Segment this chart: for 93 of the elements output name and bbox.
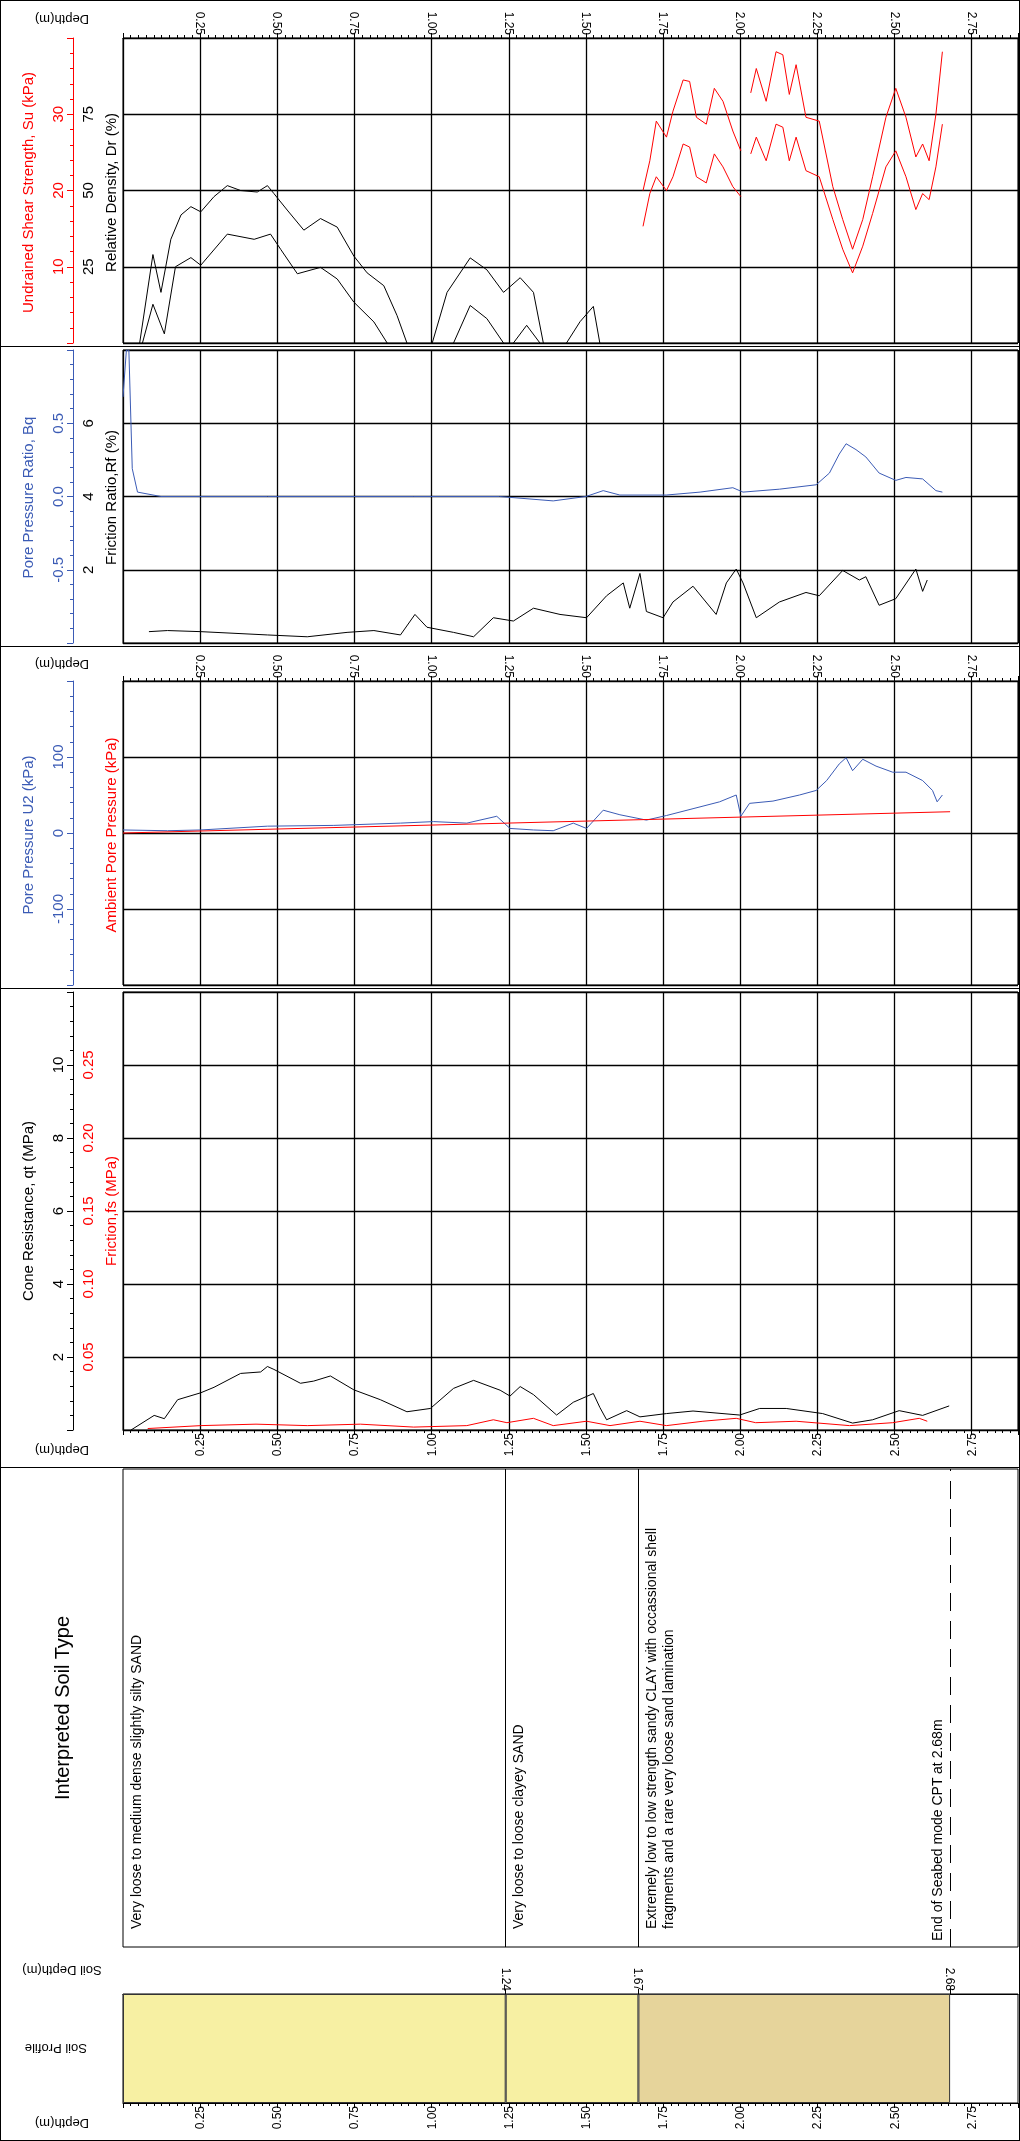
y-tick-label: 2 — [49, 1352, 66, 1362]
text: Very loose to loose clayey SAND — [510, 1724, 527, 1929]
y2-axis-title: Friction,fs (MPa) — [101, 1155, 119, 1267]
x-tick-label: 2.25 — [810, 2105, 825, 2130]
y-tick-label: 6 — [49, 1206, 66, 1216]
y-tick-label: 0 — [49, 828, 66, 838]
y2-tick-label: 20 — [49, 182, 66, 199]
line-series — [122, 757, 943, 832]
y-axis-title: Friction Ratio,Rf (%) — [101, 429, 119, 566]
x-tick-label: 2.50 — [887, 654, 902, 679]
x-tick-label: 2.50 — [887, 11, 902, 36]
y-tick-label: 10 — [49, 1056, 66, 1074]
x-tick-label: 1.75 — [656, 1432, 671, 1457]
x-axis-title: Depth(m) — [34, 2116, 90, 2131]
y-tick-label: 25 — [79, 258, 96, 276]
x-tick-label: 1.00 — [424, 654, 439, 679]
y2-tick-label: 0.25 — [79, 1050, 96, 1080]
x2-tick-label: 2.68 — [943, 1967, 958, 1992]
text: Ambient Pore Pressure (kPa) — [101, 737, 119, 933]
x-tick-label: 1.75 — [656, 654, 671, 679]
y-tick-label: 50 — [79, 182, 96, 199]
x-tick-label: 0.25 — [193, 654, 208, 679]
line-series — [147, 1417, 928, 1430]
y2-tick-label: 0.5 — [49, 412, 66, 434]
x-tick-label: 2.50 — [887, 1432, 902, 1457]
x-tick-label: 1.75 — [656, 2105, 671, 2130]
x-tick-label: 2.75 — [964, 1432, 979, 1457]
x2-axis-title: Soil Depth(m) — [22, 1962, 102, 1978]
x-tick-label: 0.75 — [347, 2105, 362, 2130]
y-tick-label: 4 — [79, 492, 96, 501]
y2-axis-title: Undrained Shear Strength, Su (kPa) — [18, 72, 36, 313]
y2-tick-label: 0.20 — [79, 1123, 96, 1153]
x-tick-label: 1.50 — [578, 2105, 593, 2130]
x-axis-title: Depth(m) — [34, 12, 90, 27]
x-tick-label: 1.25 — [501, 11, 516, 36]
x-tick-label: 1.50 — [578, 11, 593, 36]
x-tick-label: 2.75 — [964, 11, 979, 36]
y-tick-label: 2 — [79, 565, 96, 574]
y2-axis-title: Pore Pressure Ratio, Bq — [18, 416, 36, 579]
x-tick-label: 0.75 — [347, 1432, 362, 1457]
x-tick-label: 2.00 — [733, 2105, 748, 2130]
x-tick-label: 1.50 — [578, 654, 593, 679]
x-tick-label: 0.50 — [270, 2105, 285, 2130]
y2-tick-label: 0.05 — [79, 1342, 96, 1372]
x-tick-label: 1.00 — [424, 1432, 439, 1457]
y-tick-label: 75 — [79, 105, 96, 123]
x2-tick-label: 1.24 — [498, 1967, 513, 1992]
ref-line-label: End of Seabed mode CPT at 2.68m — [929, 1719, 946, 1941]
y-tick-label: 6 — [79, 419, 96, 428]
x-axis-title: Depth(m) — [34, 656, 90, 672]
y-tick-label: -100 — [49, 893, 66, 925]
line-series — [122, 349, 943, 502]
x-tick-label: 0.25 — [193, 2105, 208, 2130]
y2-tick-label: 30 — [49, 105, 66, 123]
x-tick-label: 0.25 — [193, 11, 208, 36]
y2-tick-label: 0.0 — [49, 486, 66, 507]
y-axis-title: Relative Density, Dr (%) — [101, 113, 119, 272]
y-tick-label: 8 — [49, 1133, 66, 1143]
x-tick-label: 0.50 — [270, 11, 285, 36]
y-tick-label: Soil Profile — [24, 2041, 87, 2056]
y-axis-title: Pore Pressure U2 (kPa) — [18, 755, 36, 915]
y2-tick-label: 0.10 — [79, 1269, 96, 1299]
x-tick-label: 1.75 — [656, 11, 671, 36]
y2-tick-label: 0.15 — [79, 1196, 96, 1226]
x-tick-label: 2.75 — [964, 654, 979, 679]
x-tick-label: 2.25 — [810, 654, 825, 679]
x2-tick-label: 1.67 — [631, 1967, 646, 1992]
x-tick-label: 0.75 — [347, 11, 362, 36]
x-tick-label: 1.25 — [501, 1432, 516, 1457]
y-axis-title: Cone Resistance, qt (MPa) — [18, 1120, 36, 1302]
text: Very loose to medium dense slightly silty SAND — [127, 1634, 144, 1929]
text: Extremely low to low strength sandy CLAY with occassional shell fragments and a rare very loose sand lamination — [642, 1524, 676, 1929]
x-tick-label: 2.00 — [733, 11, 748, 36]
x-tick-label: 1.25 — [501, 2105, 516, 2130]
x-tick-label: 1.50 — [578, 1432, 593, 1457]
x-tick-label: 1.00 — [424, 2105, 439, 2130]
x-tick-label: 1.25 — [501, 654, 516, 679]
x-tick-label: 0.75 — [347, 654, 362, 679]
x-tick-label: 2.25 — [810, 1432, 825, 1457]
x-tick-label: 2.75 — [964, 2105, 979, 2130]
chart-title: Interpreted Soil Type — [51, 1615, 73, 1801]
x-tick-label: 2.25 — [810, 11, 825, 36]
x-tick-label: 2.50 — [887, 2105, 902, 2130]
y2-tick-label: -0.5 — [49, 556, 66, 583]
y-tick-label: 4 — [49, 1279, 66, 1289]
x-tick-label: 2.00 — [733, 1432, 748, 1457]
x-axis-title: Depth(m) — [34, 1443, 90, 1458]
x-tick-label: 1.00 — [424, 11, 439, 36]
x-tick-label: 2.00 — [733, 654, 748, 679]
x-tick-label: 0.50 — [270, 654, 285, 679]
x-tick-label: 0.50 — [270, 1432, 285, 1457]
x-tick-label: 0.25 — [193, 1432, 208, 1457]
y-tick-label: 100 — [49, 744, 66, 770]
